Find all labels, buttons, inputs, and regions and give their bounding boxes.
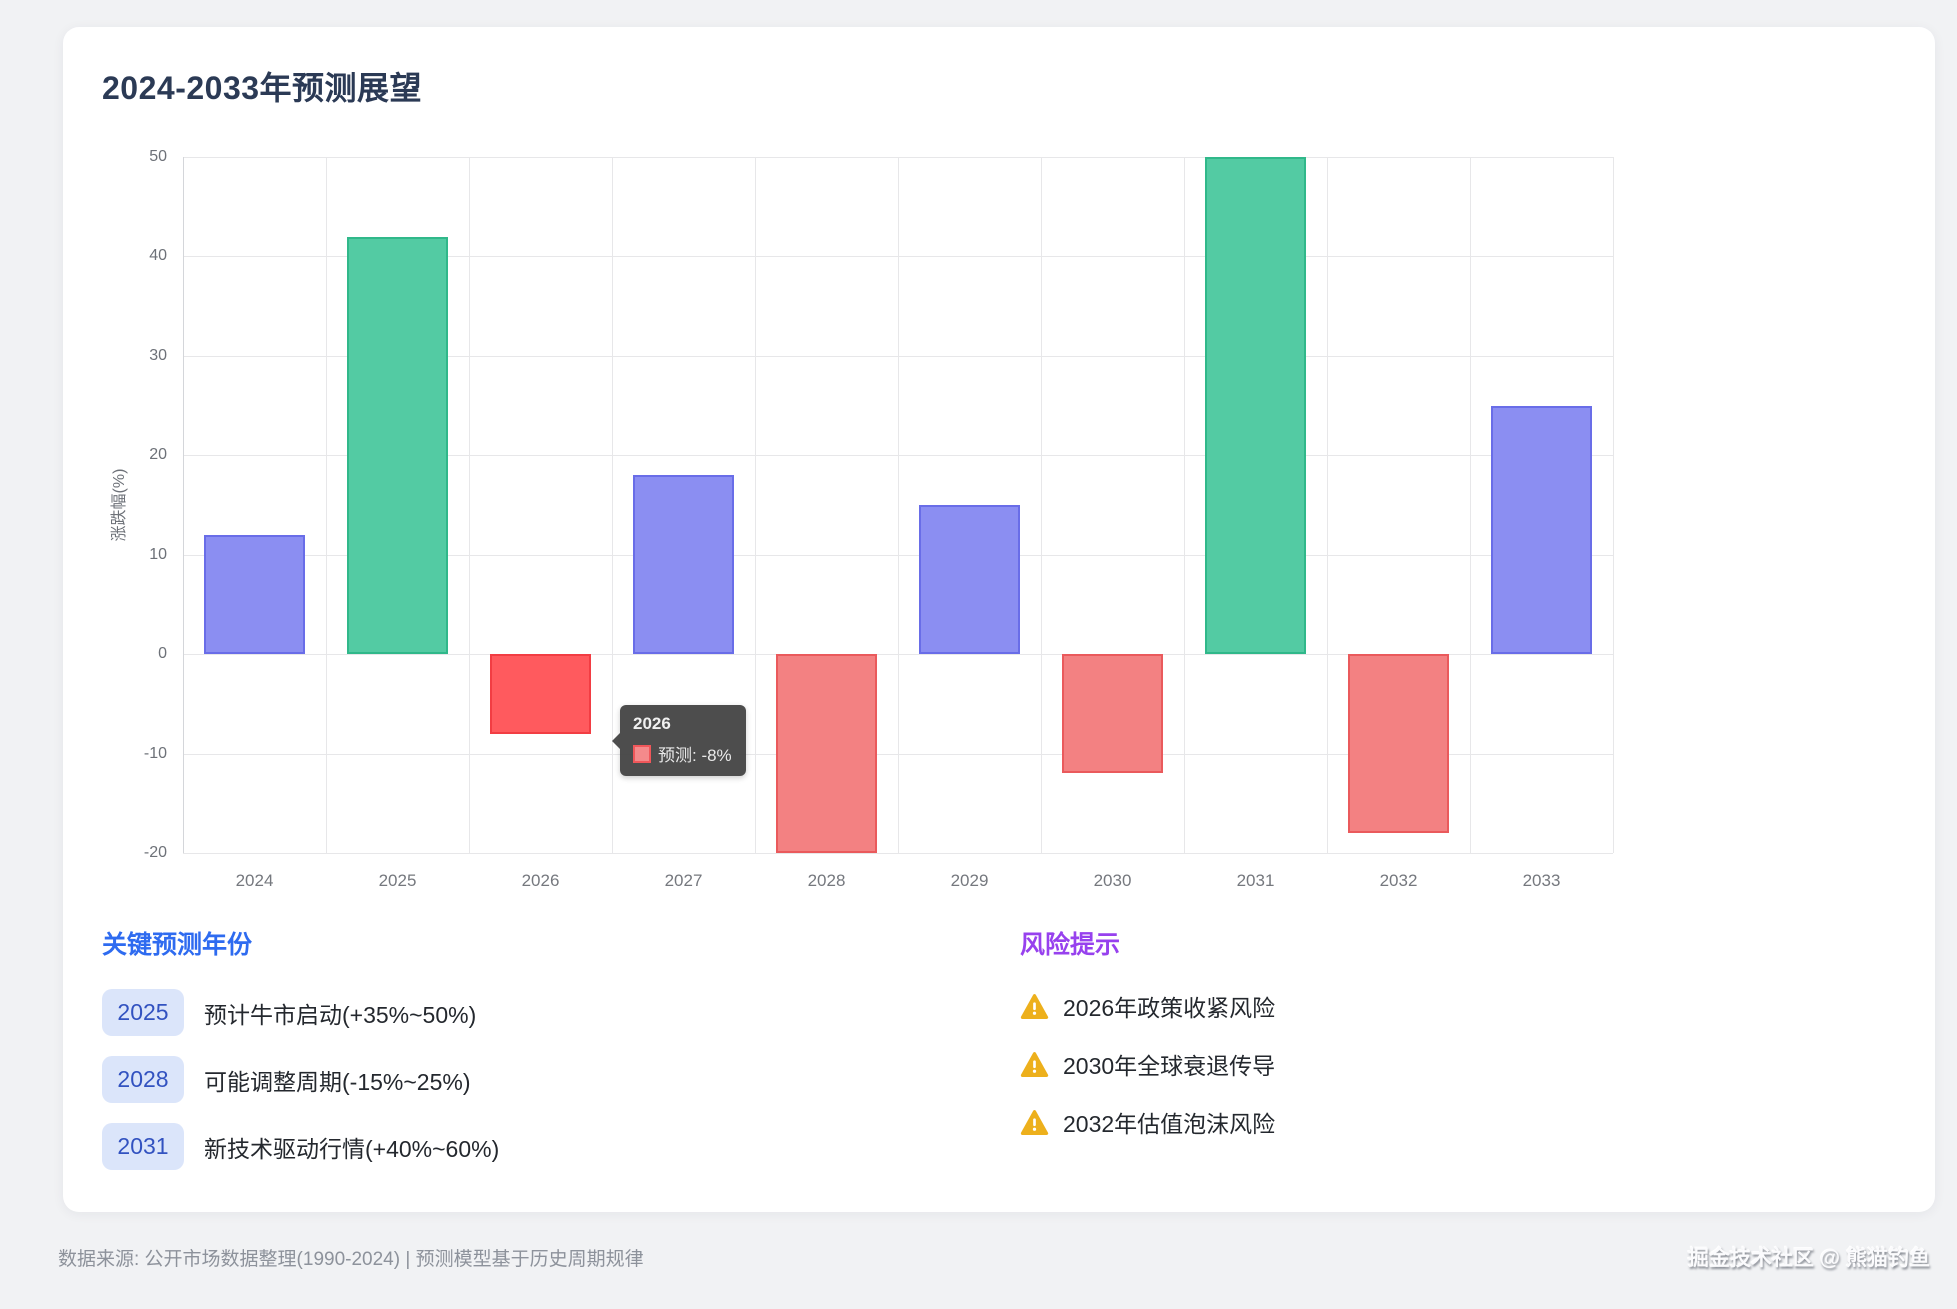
- bar-2024[interactable]: [204, 534, 305, 655]
- warning-icon: [1020, 993, 1049, 1019]
- v-gridline: [1184, 157, 1185, 853]
- tooltip-caret: [612, 732, 620, 749]
- bar-2029[interactable]: [919, 505, 1020, 655]
- tooltip-value: 预测: -8%: [658, 746, 732, 765]
- h-gridline: [183, 853, 1613, 854]
- x-tick-label: 2028: [807, 871, 846, 890]
- y-tick-label: 10: [149, 545, 167, 563]
- y-tick-label: 20: [149, 446, 167, 464]
- bar-2026[interactable]: [490, 654, 591, 734]
- v-gridline: [755, 157, 756, 853]
- bar-2032[interactable]: [1348, 654, 1449, 834]
- bottom-sections: 关键预测年份 2025 预计牛市启动(+35%~50%) 2028 可能调整周期…: [102, 925, 1895, 1190]
- key-years-heading: 关键预测年份: [102, 931, 253, 959]
- v-gridline: [612, 157, 613, 853]
- chart-plot-area: 2026 预测: -8%: [183, 157, 1614, 854]
- risk-item: 2032年估值泡沫风险: [1020, 1105, 1895, 1139]
- key-years-section: 关键预测年份 2025 预计牛市启动(+35%~50%) 2028 可能调整周期…: [102, 925, 1020, 1190]
- x-tick-label: 2032: [1379, 871, 1418, 890]
- v-gridline: [469, 157, 470, 853]
- key-year-item: 2025 预计牛市启动(+35%~50%): [102, 989, 1020, 1036]
- warning-icon: [1020, 1109, 1049, 1135]
- key-year-badge: 2028: [102, 1056, 184, 1103]
- data-source-note: 数据来源: 公开市场数据整理(1990-2024) | 预测模型基于历史周期规律: [58, 1248, 644, 1270]
- y-tick-label: -20: [143, 844, 167, 861]
- key-year-text: 可能调整周期(-15%~25%): [204, 1068, 471, 1095]
- x-tick-label: 2029: [950, 871, 989, 890]
- forecast-card: 2024-2033年预测展望 涨跌幅(%) 50 40 30 20 10 0 -10 -20 …: [63, 27, 1935, 1212]
- v-gridline: [1613, 157, 1614, 853]
- tooltip-series-swatch: [633, 744, 651, 763]
- risks-list: 2026年政策收紧风险 2030年全球衰退传导 2032年估值泡沫风险: [1020, 989, 1895, 1139]
- v-gridline: [1041, 157, 1042, 853]
- key-year-text: 新技术驱动行情(+40%~60%): [204, 1135, 500, 1162]
- risk-item: 2030年全球衰退传导: [1020, 1047, 1895, 1081]
- bar-2027[interactable]: [633, 475, 734, 655]
- v-gridline: [1470, 157, 1471, 853]
- v-gridline: [326, 157, 327, 853]
- tooltip-title: 2026: [633, 714, 671, 733]
- footer: 数据来源: 公开市场数据整理(1990-2024) | 预测模型基于历史周期规律…: [58, 1242, 1930, 1272]
- x-tick-label: 2025: [378, 871, 417, 890]
- y-tick-label: 40: [149, 247, 167, 265]
- key-years-list: 2025 预计牛市启动(+35%~50%) 2028 可能调整周期(-15%~2…: [102, 989, 1020, 1170]
- bar-2031[interactable]: [1205, 157, 1306, 655]
- risk-text: 2026年政策收紧风险: [1063, 995, 1276, 1021]
- key-year-badge: 2025: [102, 989, 184, 1036]
- bar-2028[interactable]: [776, 654, 877, 853]
- y-axis-tick-labels: 50 40 30 20 10 0 -10 -20: [63, 148, 167, 861]
- risk-text: 2032年估值泡沫风险: [1063, 1111, 1276, 1137]
- key-year-item: 2031 新技术驱动行情(+40%~60%): [102, 1123, 1020, 1170]
- x-axis-tick-labels: 2024 2025 2026 2027 2028 2029 2030 2031 2032 2033: [183, 871, 1613, 901]
- bar-2030[interactable]: [1062, 654, 1163, 774]
- v-gridline: [183, 157, 184, 853]
- bar-2033[interactable]: [1491, 405, 1592, 655]
- x-tick-label: 2024: [235, 871, 274, 890]
- risks-heading: 风险提示: [1020, 931, 1121, 959]
- watermark: 掘金技术社区 @ 熊猫钓鱼: [1687, 1247, 1930, 1270]
- tooltip-row: 预测: -8%: [633, 741, 732, 766]
- bar-2025[interactable]: [347, 236, 448, 655]
- y-tick-label: -10: [143, 744, 167, 762]
- risk-text: 2030年全球衰退传导: [1063, 1053, 1276, 1079]
- warning-icon: [1020, 1051, 1049, 1077]
- v-gridline: [1327, 157, 1328, 853]
- y-tick-label: 30: [149, 346, 167, 364]
- key-year-text: 预计牛市启动(+35%~50%): [204, 1001, 477, 1028]
- key-year-badge: 2031: [102, 1123, 184, 1170]
- y-tick-label: 0: [158, 645, 167, 663]
- x-tick-label: 2030: [1093, 871, 1132, 890]
- chart-tooltip: 2026 预测: -8%: [612, 705, 746, 776]
- risks-section: 风险提示 2026年政策收紧风险 2030年全球衰退传导 2032年估值泡沫风险: [1020, 925, 1895, 1190]
- page-title: 2024-2033年预测展望: [102, 70, 423, 106]
- v-gridline: [898, 157, 899, 853]
- key-year-item: 2028 可能调整周期(-15%~25%): [102, 1056, 1020, 1103]
- x-tick-label: 2033: [1522, 871, 1561, 890]
- x-tick-label: 2026: [521, 871, 560, 890]
- y-tick-label: 50: [149, 148, 167, 165]
- x-tick-label: 2027: [664, 871, 703, 890]
- x-tick-label: 2031: [1236, 871, 1275, 890]
- risk-item: 2026年政策收紧风险: [1020, 989, 1895, 1023]
